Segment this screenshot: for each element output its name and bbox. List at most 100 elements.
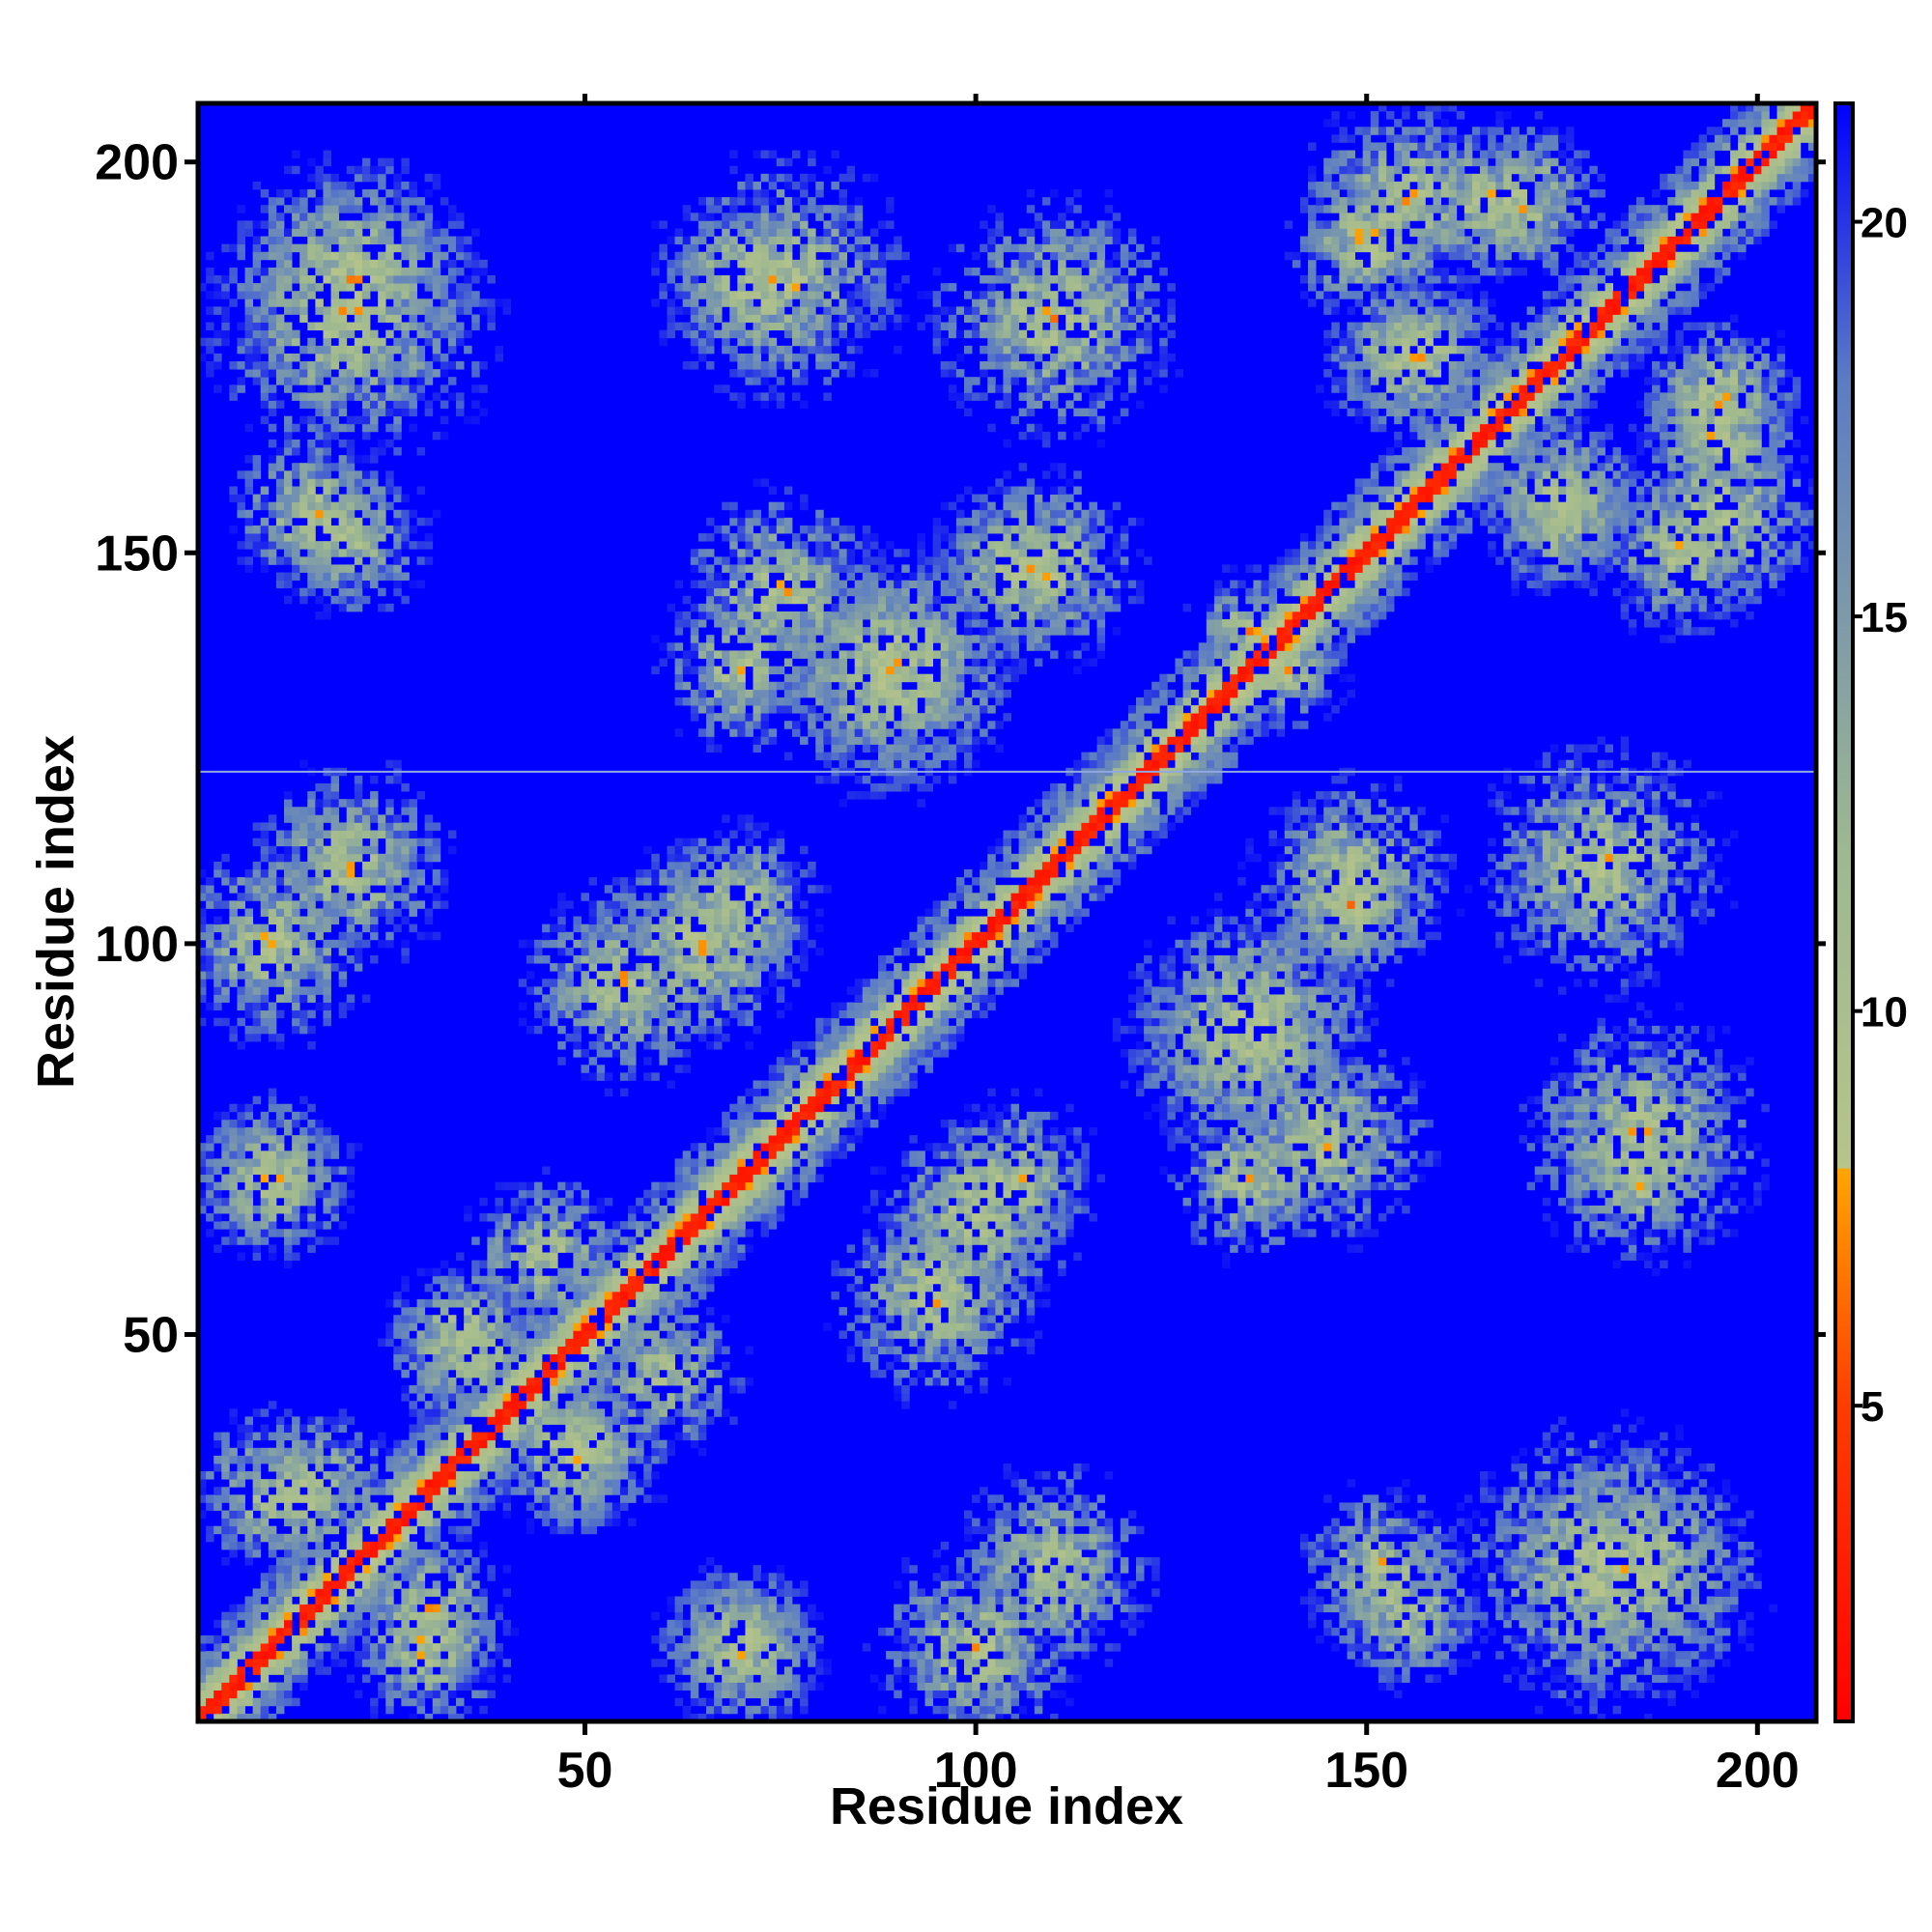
heatmap-cell (565, 1377, 574, 1386)
heatmap-cell (268, 1713, 277, 1721)
heatmap-cell (315, 1151, 324, 1159)
heatmap-cell (542, 1479, 551, 1488)
heatmap-cell (393, 1315, 402, 1323)
heatmap-cell (401, 830, 410, 839)
heatmap-cell (361, 799, 371, 808)
heatmap-cell (229, 243, 238, 253)
heatmap-cell (557, 1221, 566, 1230)
heatmap-cell (361, 423, 371, 433)
heatmap-cell (714, 595, 723, 605)
heatmap-cell (385, 1338, 394, 1347)
heatmap-cell (292, 220, 300, 229)
heatmap-cell (385, 1674, 394, 1683)
heatmap-cell (237, 377, 245, 385)
heatmap-cell (284, 306, 293, 315)
heatmap-cell (393, 197, 402, 206)
heatmap-cell (573, 994, 582, 1003)
heatmap-cell (385, 885, 394, 894)
heatmap-cell (533, 1275, 543, 1285)
heatmap-cell (464, 1705, 472, 1715)
heatmap-cell (697, 322, 707, 331)
heatmap-cell (307, 807, 316, 815)
heatmap-cell (714, 1236, 723, 1245)
heatmap-cell (292, 955, 300, 964)
heatmap-cell (284, 939, 293, 949)
heatmap-cell (690, 345, 699, 355)
heatmap-cell (268, 1033, 277, 1042)
heatmap-cell (464, 1674, 472, 1683)
heatmap-cell (354, 947, 363, 956)
heatmap-cell (518, 1017, 527, 1027)
heatmap-cell (361, 470, 371, 479)
heatmap-cell (198, 1197, 207, 1207)
heatmap-cell (409, 1338, 417, 1347)
heatmap-cell (416, 377, 426, 385)
heatmap-cell (315, 799, 324, 808)
heatmap-cell (252, 1525, 262, 1535)
heatmap-cell (268, 1643, 277, 1652)
heatmap-cell (275, 345, 285, 355)
heatmap-cell (299, 1627, 308, 1636)
heatmap-cell (416, 791, 426, 800)
heatmap-cell (330, 251, 340, 261)
heatmap-cell (275, 1682, 285, 1691)
heatmap-cell (659, 931, 668, 941)
heatmap-cell (659, 251, 668, 261)
heatmap-cell (456, 213, 465, 221)
heatmap-cell (611, 1025, 621, 1035)
heatmap-cell (284, 1181, 293, 1191)
heatmap-cell (338, 931, 348, 941)
heatmap-cell (299, 494, 308, 503)
heatmap-cell (456, 1299, 465, 1308)
heatmap-cell (424, 1634, 434, 1644)
heatmap-cell (659, 994, 668, 1003)
heatmap-cell (346, 478, 355, 487)
heatmap-cell (573, 1338, 582, 1347)
heatmap-cell (557, 1236, 566, 1245)
heatmap-cell (221, 1541, 230, 1550)
heatmap-cell (346, 1565, 355, 1574)
heatmap-cell (370, 1455, 379, 1464)
heatmap-cell (682, 1033, 692, 1042)
heatmap-cell (323, 1643, 331, 1652)
heatmap-cell (409, 283, 417, 292)
heatmap-cell (237, 1424, 245, 1433)
heatmap-cell (674, 1338, 684, 1347)
heatmap-cell (416, 345, 426, 355)
heatmap-cell (682, 1315, 692, 1323)
heatmap-cell (299, 1666, 308, 1675)
heatmap-cell (440, 1330, 449, 1339)
heatmap-cell (346, 1525, 355, 1535)
heatmap-cell (268, 1463, 277, 1472)
heatmap-cell (393, 1346, 402, 1355)
heatmap-cell (260, 251, 270, 261)
heatmap-cell (667, 1041, 675, 1050)
heatmap-cell (573, 1252, 582, 1261)
heatmap-cell (252, 963, 262, 972)
heatmap-cell (705, 213, 715, 221)
heatmap-cell (237, 1674, 245, 1683)
heatmap-cell (697, 1025, 707, 1035)
heatmap-cell (518, 1181, 527, 1191)
heatmap-cell (275, 275, 285, 284)
heatmap-cell (424, 1315, 434, 1323)
heatmap-cell (260, 392, 270, 401)
heatmap-cell (471, 314, 480, 323)
heatmap-cell (510, 1416, 520, 1425)
heatmap-cell (268, 291, 277, 299)
heatmap-cell (260, 291, 270, 299)
heatmap-cell (573, 1346, 582, 1355)
heatmap-cell (299, 189, 308, 198)
heatmap-cell (260, 853, 270, 863)
heatmap-cell (237, 1002, 245, 1011)
heatmap-cell (714, 275, 723, 284)
heatmap-cell (636, 971, 644, 980)
heatmap-cell (244, 556, 254, 565)
heatmap-cell (378, 1541, 386, 1550)
heatmap-cell (299, 861, 308, 870)
heatmap-cell (432, 853, 441, 863)
heatmap-cell (596, 1252, 606, 1261)
heatmap-cell (361, 377, 371, 385)
heatmap-cell (393, 1682, 402, 1691)
heatmap-cell (401, 1393, 410, 1402)
